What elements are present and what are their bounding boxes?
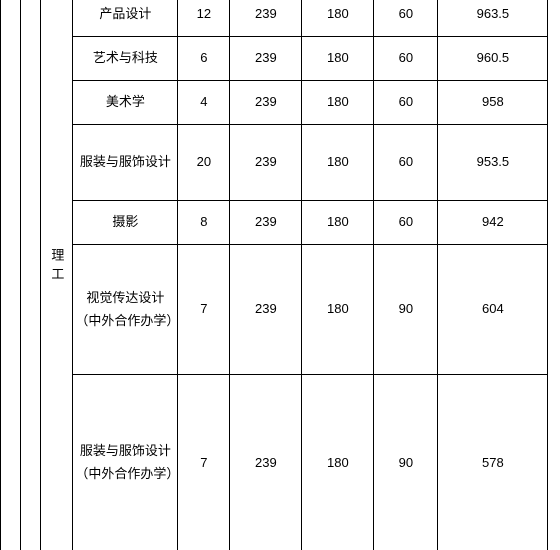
cell-c2: 239 — [230, 80, 302, 124]
cell-c2: 239 — [230, 124, 302, 200]
cell-c2: 239 — [230, 374, 302, 550]
major-name: 艺术与科技 — [73, 36, 178, 80]
cell-c5: 958 — [438, 80, 548, 124]
cell-c2: 239 — [230, 200, 302, 244]
major-name: 视觉传达设计（中外合作办学） — [73, 244, 178, 374]
cell-c4: 60 — [374, 0, 438, 36]
cell-c2: 239 — [230, 0, 302, 36]
outer-gutter-1 — [1, 0, 21, 550]
category-cell: 理工 — [41, 0, 73, 550]
cell-c5: 953.5 — [438, 124, 548, 200]
major-name: 摄影 — [73, 200, 178, 244]
cell-c5: 942 — [438, 200, 548, 244]
cell-c3: 180 — [302, 80, 374, 124]
cell-c3: 180 — [302, 0, 374, 36]
cell-c3: 180 — [302, 244, 374, 374]
cell-c1: 4 — [178, 80, 230, 124]
outer-gutter-2 — [21, 0, 41, 550]
major-name: 服装与服饰设计 — [73, 124, 178, 200]
cell-c3: 180 — [302, 124, 374, 200]
major-name: 美术学 — [73, 80, 178, 124]
cell-c1: 6 — [178, 36, 230, 80]
cell-c4: 60 — [374, 200, 438, 244]
cell-c1: 12 — [178, 0, 230, 36]
cell-c1: 7 — [178, 374, 230, 550]
cell-c4: 90 — [374, 374, 438, 550]
major-name: 产品设计 — [73, 0, 178, 36]
cell-c4: 60 — [374, 80, 438, 124]
cell-c1: 8 — [178, 200, 230, 244]
category-label: 理工 — [45, 248, 68, 286]
cell-c5: 963.5 — [438, 0, 548, 36]
cell-c2: 239 — [230, 244, 302, 374]
cell-c5: 604 — [438, 244, 548, 374]
cell-c4: 60 — [374, 124, 438, 200]
cell-c4: 60 — [374, 36, 438, 80]
cell-c5: 578 — [438, 374, 548, 550]
cell-c1: 7 — [178, 244, 230, 374]
cell-c1: 20 — [178, 124, 230, 200]
cell-c5: 960.5 — [438, 36, 548, 80]
cell-c3: 180 — [302, 36, 374, 80]
cell-c3: 180 — [302, 374, 374, 550]
major-name: 服装与服饰设计（中外合作办学） — [73, 374, 178, 550]
admissions-table: 理工 产品设计 12 239 180 60 963.5 艺术与科技 6 239 … — [0, 0, 548, 550]
cell-c4: 90 — [374, 244, 438, 374]
cell-c3: 180 — [302, 200, 374, 244]
cell-c2: 239 — [230, 36, 302, 80]
